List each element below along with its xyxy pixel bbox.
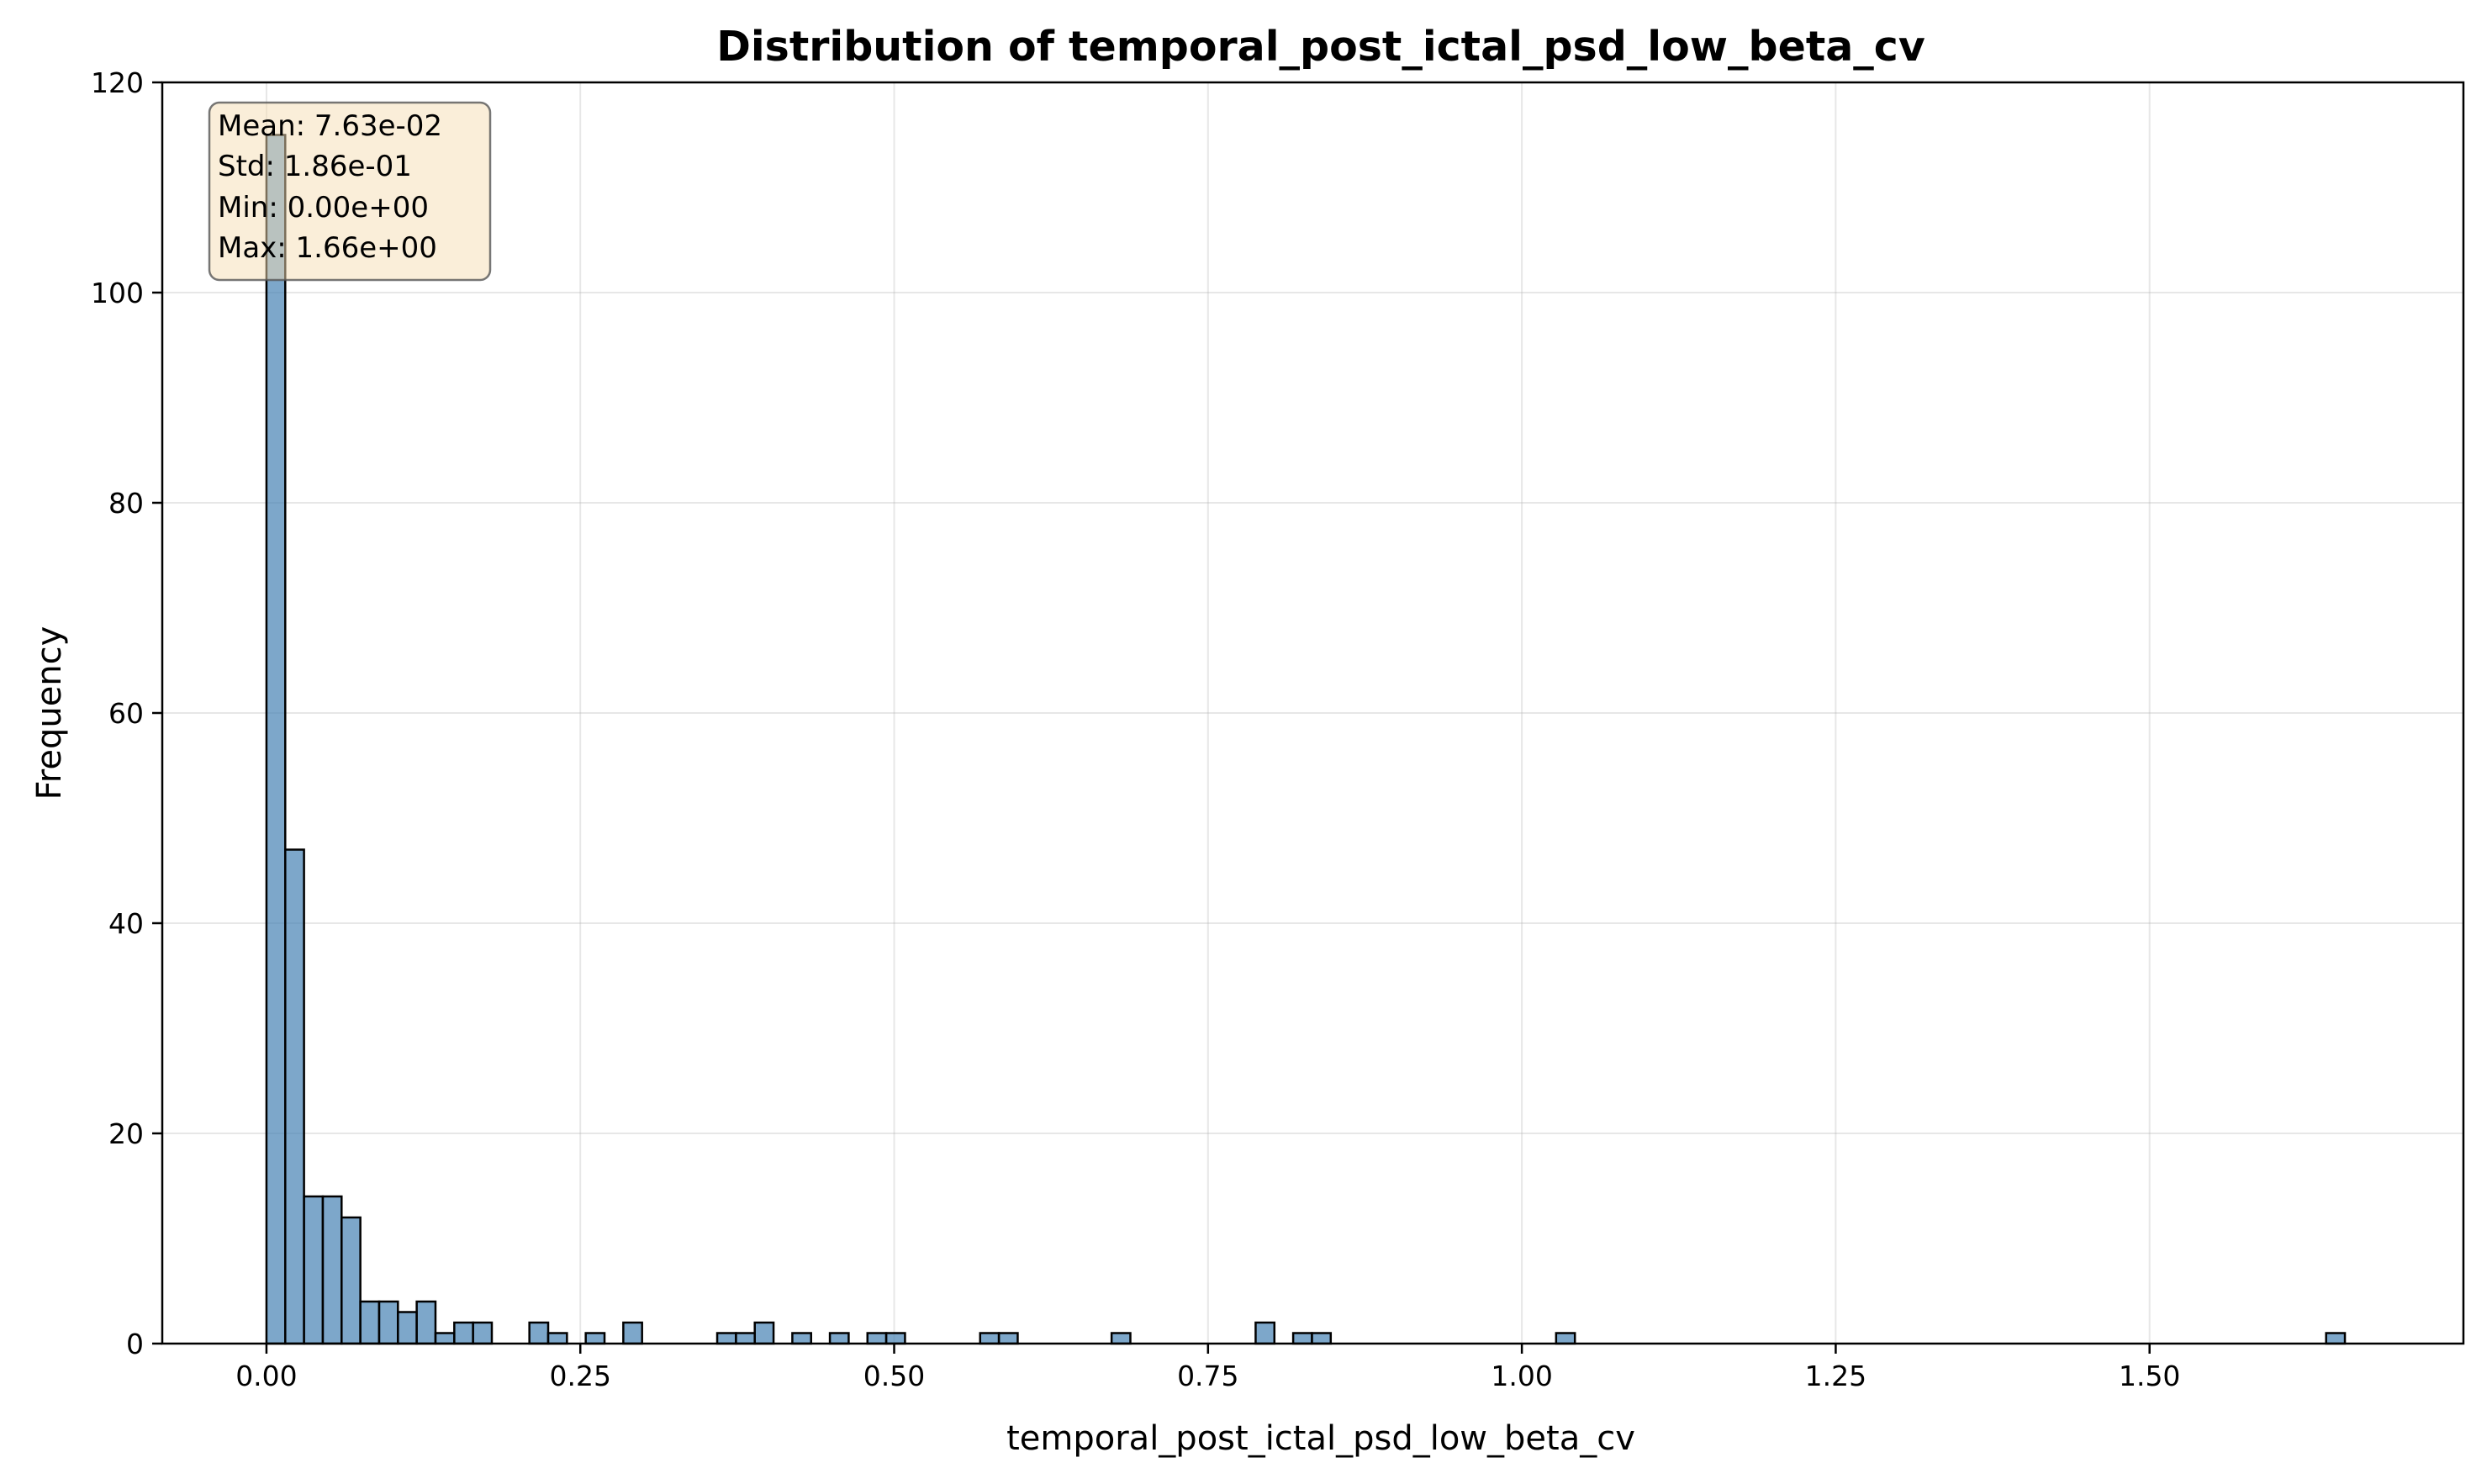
stats-box: Mean: 7.63e-02 Std: 1.86e-01 Min: 0.00e+… <box>208 101 492 282</box>
histogram-bar <box>265 134 287 1345</box>
y-tick-label: 60 <box>108 697 144 730</box>
histogram-bar <box>1311 1332 1333 1345</box>
stats-std: Std: 1.86e-01 <box>218 150 412 183</box>
histogram-bar <box>1110 1332 1132 1345</box>
x-tick-label: 1.50 <box>2119 1360 2180 1392</box>
y-axis-label: Frequency <box>30 626 69 800</box>
histogram-bar <box>979 1332 1000 1345</box>
x-tick-label: 0.25 <box>549 1360 610 1392</box>
y-tick-label: 100 <box>91 277 144 309</box>
histogram-bar <box>997 1332 1019 1345</box>
histogram-bar <box>397 1311 418 1345</box>
histogram-bar <box>791 1332 812 1345</box>
histogram-bar <box>284 848 305 1345</box>
histogram-bar <box>303 1195 325 1345</box>
y-tick-label: 0 <box>126 1328 144 1360</box>
chart-title: Distribution of temporal_post_ictal_psd_… <box>716 23 1925 71</box>
histogram-bar <box>866 1332 888 1345</box>
y-tick-label: 80 <box>108 487 144 520</box>
x-axis-label: temporal_post_ictal_psd_low_beta_cv <box>1006 1419 1635 1458</box>
histogram-bar <box>753 1321 775 1345</box>
histogram-bar <box>341 1216 362 1345</box>
histogram-bar <box>453 1321 474 1345</box>
histogram-bar <box>434 1332 456 1345</box>
y-axis-ticks: 0 20 40 60 80 100 120 <box>91 66 162 1360</box>
histogram-bar <box>377 1300 399 1345</box>
stats-max: Max: 1.66e+00 <box>218 231 437 265</box>
histogram-bar <box>622 1321 643 1345</box>
histogram-bar <box>715 1332 737 1345</box>
histogram-bar <box>735 1332 756 1345</box>
x-tick-label: 1.25 <box>1805 1360 1866 1392</box>
x-axis-ticks: 0.00 0.25 0.50 0.75 1.00 1.25 1.50 <box>235 1344 2180 1392</box>
y-tick-label: 120 <box>91 66 144 99</box>
y-tick-label: 40 <box>108 907 144 940</box>
histogram-bar <box>1254 1321 1276 1345</box>
histogram-bar <box>321 1195 343 1345</box>
stats-mean: Mean: 7.63e-02 <box>218 109 442 143</box>
histogram-bar <box>415 1300 437 1345</box>
histogram-bar <box>359 1300 381 1345</box>
y-tick-label: 20 <box>108 1117 144 1150</box>
histogram-bar <box>1555 1332 1576 1345</box>
histogram-bar <box>828 1332 850 1345</box>
x-tick-label: 0.50 <box>863 1360 925 1392</box>
x-tick-label: 0.00 <box>235 1360 297 1392</box>
histogram-bar <box>884 1332 906 1345</box>
x-tick-label: 0.75 <box>1177 1360 1238 1392</box>
histogram-bar <box>528 1321 550 1345</box>
histogram-bar <box>1291 1332 1313 1345</box>
histogram-bar <box>472 1321 494 1345</box>
histogram-bar <box>584 1332 606 1345</box>
histogram-bar <box>2325 1332 2347 1345</box>
stats-min: Min: 0.00e+00 <box>218 191 429 224</box>
stats-box-background <box>208 101 492 282</box>
x-tick-label: 1.00 <box>1491 1360 1552 1392</box>
histogram-bar <box>546 1332 568 1345</box>
